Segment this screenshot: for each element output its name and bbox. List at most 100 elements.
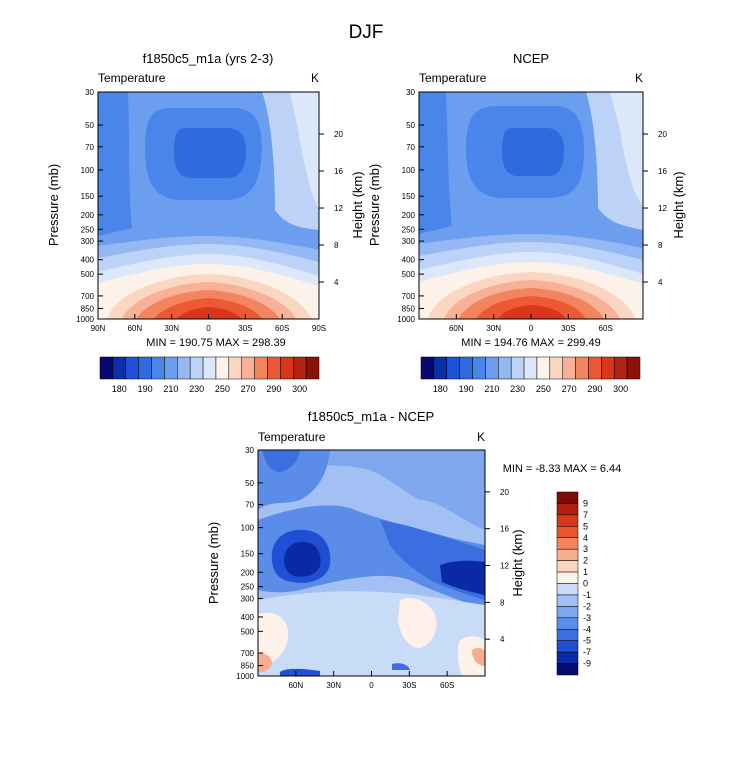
colorbar-label: 290 (587, 384, 602, 394)
y-tick-label: 200 (402, 211, 416, 220)
y-tick-label: 850 (241, 662, 255, 671)
y-right-tick-label: 12 (500, 562, 509, 571)
colorbar-label: 7 (583, 510, 588, 520)
contour-band (284, 541, 321, 577)
colorbar-swatch (556, 617, 579, 630)
y-right-tick-label: 12 (334, 204, 343, 213)
height-axis: 20 16 12 8 4 (319, 130, 343, 287)
colorbar-label: 270 (562, 384, 577, 394)
colorbar-swatch (472, 356, 486, 380)
x-tick-label: 60S (275, 324, 289, 333)
colorbar-swatch (164, 356, 178, 380)
colorbar-label: 4 (583, 533, 588, 543)
colorbar-swatch (241, 356, 255, 380)
y-tick-label: 250 (241, 583, 255, 592)
y-tick-label: 400 (241, 613, 255, 622)
colorbar-label: 270 (241, 384, 256, 394)
colorbar-label: 180 (433, 384, 448, 394)
y-tick-label: 400 (402, 256, 416, 265)
y-tick-label: 70 (245, 501, 254, 510)
latitude-axis: 90N 60N 30N 0 30S 60S 90S (91, 314, 326, 333)
panel-ncep: NCEP Temperature K 305070100150200250300… (367, 51, 686, 394)
figure-title: DJF (349, 22, 384, 43)
colorbar-swatch (588, 356, 602, 380)
panel-model-contours (98, 92, 319, 319)
y-tick-label: 200 (241, 568, 255, 577)
x-tick-label: 0 (529, 324, 534, 333)
colorbar-swatch (556, 514, 579, 527)
x-tick-label: 60S (599, 324, 613, 333)
y-tick-label: 150 (402, 192, 416, 201)
panel-model-units: K (311, 71, 319, 85)
y-tick-label: 50 (245, 479, 254, 488)
y-tick-label: 250 (81, 225, 95, 234)
colorbar-swatch (536, 356, 551, 380)
panel-ncep-ylabel-right: Height (km) (671, 171, 686, 238)
y-tick-label: 100 (81, 166, 95, 175)
colorbar-swatch (485, 356, 499, 380)
colorbar-swatch (626, 356, 641, 380)
latitude-axis: 60N 30N 0 30S 60S (449, 314, 613, 333)
colorbar-swatch (510, 356, 525, 380)
colorbar-label: 2 (583, 556, 588, 566)
y-right-tick-label: 8 (658, 241, 663, 250)
x-tick-label: 60N (127, 324, 142, 333)
colorbar-swatch (420, 356, 435, 380)
y-tick-label: 30 (85, 88, 94, 97)
y-tick-label: 1000 (397, 315, 415, 324)
colorbar-label: 0 (583, 579, 588, 589)
colorbar-swatch (446, 356, 460, 380)
colorbar-swatch (556, 526, 579, 538)
y-right-tick-label: 20 (658, 130, 667, 139)
colorbar-label: -2 (583, 601, 591, 611)
y-tick-label: 300 (402, 237, 416, 246)
x-tick-label: 30N (164, 324, 179, 333)
y-tick-label: 500 (402, 270, 416, 279)
colorbar-swatch (601, 356, 615, 380)
x-tick-label: 30N (486, 324, 501, 333)
contour-band (262, 450, 300, 472)
y-tick-label: 700 (81, 292, 95, 301)
y-tick-label: 300 (241, 594, 255, 603)
colorbar-swatch (556, 503, 579, 516)
panel-difference: f1850c5_m1a - NCEP Temperature K 3050701… (206, 409, 621, 690)
panel-ncep-stats: MIN = 194.76 MAX = 299.49 (461, 337, 600, 349)
panel-model-stats: MIN = 190.75 MAX = 298.39 (146, 337, 285, 349)
panel-ncep-contours (419, 92, 643, 319)
latitude-axis: 60N 30N 0 30S 60S (288, 671, 454, 690)
contour-band (280, 668, 320, 676)
contour-band (98, 92, 132, 236)
y-tick-label: 30 (406, 88, 415, 97)
y-tick-label: 300 (81, 237, 95, 246)
x-tick-label: 60N (288, 681, 303, 690)
colorbar-label: 9 (583, 498, 588, 508)
colorbar-label: 300 (292, 384, 307, 394)
y-tick-label: 150 (81, 192, 95, 201)
colorbar-swatch (556, 537, 579, 550)
y-tick-label: 400 (81, 256, 95, 265)
y-tick-label: 1000 (236, 672, 254, 681)
colorbar-swatch (556, 606, 579, 619)
colorbar-label: -7 (583, 647, 591, 657)
colorbar-label: -5 (583, 636, 591, 646)
contour-band (610, 92, 643, 206)
y-tick-label: 100 (402, 166, 416, 175)
colorbar-swatch (556, 663, 579, 676)
y-tick-label: 200 (81, 211, 95, 220)
panel-difference-stats: MIN = -8.33 MAX = 6.44 (503, 463, 622, 475)
contour-band (174, 128, 246, 178)
y-right-tick-label: 4 (334, 278, 339, 287)
colorbar-label: 5 (583, 521, 588, 531)
y-tick-label: 250 (402, 225, 416, 234)
contour-band (290, 92, 319, 208)
panel-model-ylabel-right: Height (km) (350, 171, 365, 238)
colorbar-swatch (125, 356, 139, 380)
y-tick-label: 70 (406, 143, 415, 152)
x-tick-label: 30S (402, 681, 416, 690)
contour-band (472, 647, 485, 666)
colorbar-label: 230 (189, 384, 204, 394)
contour-band (258, 450, 485, 530)
y-right-tick-label: 16 (658, 167, 667, 176)
